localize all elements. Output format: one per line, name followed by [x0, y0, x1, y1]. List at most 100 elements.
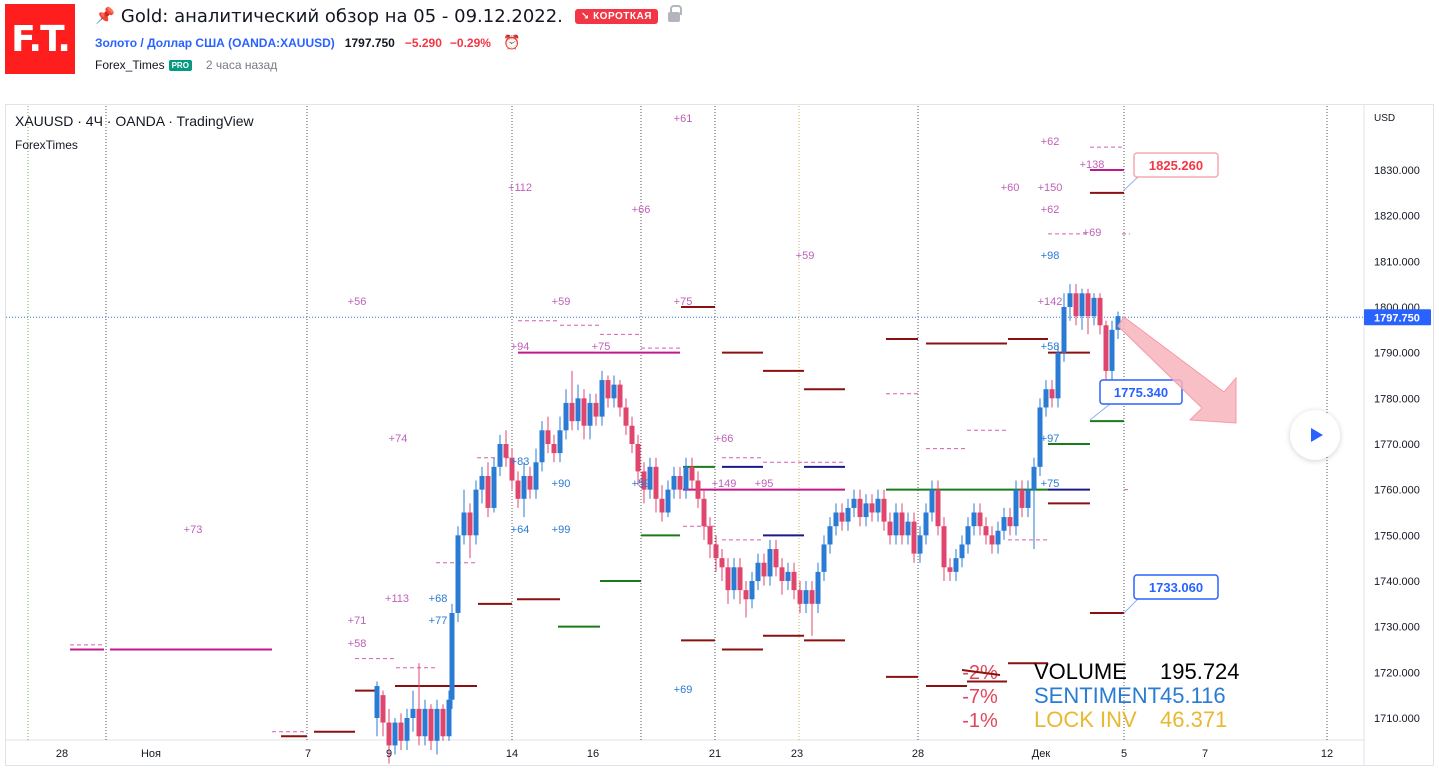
stat-label: SENTIMENT	[1034, 683, 1161, 708]
price-tick-label: 1780.000	[1374, 393, 1420, 405]
symbol-row: Золото / Доллар США (OANDA:XAUUSD) 1797.…	[95, 34, 520, 51]
annotation-label: +59	[632, 478, 651, 490]
candle-body	[737, 567, 743, 591]
candle-body	[965, 526, 971, 545]
candle-body	[695, 480, 701, 499]
annotation-label: +75	[674, 296, 693, 308]
annotation-label: +75	[1041, 478, 1060, 490]
candle-body	[755, 562, 761, 581]
annotation-label: +59	[552, 296, 571, 308]
candle-body	[380, 695, 386, 723]
symbol-change-pct: −0.29%	[449, 35, 491, 50]
annotation-label: +142	[1038, 296, 1063, 308]
candle-body	[1001, 517, 1007, 531]
candle-body	[797, 590, 803, 604]
price-tick-label: 1730.000	[1374, 622, 1420, 634]
time-tick-label: 5	[1121, 748, 1127, 760]
candle-body	[392, 722, 398, 746]
candle-body	[893, 512, 899, 536]
annotation-label: +94	[511, 341, 530, 353]
candle-body	[533, 462, 539, 490]
author-name[interactable]: Forex_Times	[95, 58, 165, 72]
time-tick-label: 28	[56, 748, 68, 760]
candle-body	[959, 544, 965, 559]
candle-body	[887, 521, 893, 536]
price-tick-label: 1760.000	[1374, 485, 1420, 497]
time-tick-label: 14	[506, 748, 518, 760]
current-price-label: 1797.750	[1374, 312, 1420, 324]
candle-body	[647, 466, 653, 490]
stat-value: 195.724	[1160, 659, 1240, 684]
annotation-label: +98	[1041, 250, 1060, 262]
candle-body	[707, 526, 713, 545]
annotation-label: +62	[1041, 136, 1060, 148]
candle-body	[422, 708, 428, 737]
candle-body	[1115, 316, 1121, 330]
candle-body	[809, 590, 815, 604]
author-logo[interactable]: F.T.	[5, 4, 75, 74]
candle-body	[767, 549, 773, 577]
candle-body	[521, 475, 527, 499]
callout-pointer	[1123, 176, 1139, 191]
annotation-label: +64	[511, 524, 530, 536]
candle-body	[749, 581, 755, 600]
candle-body	[545, 430, 551, 444]
candle-body	[449, 612, 455, 700]
chart-grid	[6, 105, 1365, 765]
candle-body	[503, 444, 509, 458]
symbol-link[interactable]: Золото / Доллар США (OANDA:XAUUSD)	[95, 35, 335, 50]
candle-body	[683, 466, 689, 490]
candle-body	[641, 471, 647, 490]
callout-pointer	[1123, 598, 1139, 614]
candle-body	[995, 530, 1001, 545]
candle-body	[815, 571, 821, 604]
candle-body	[557, 430, 563, 454]
play-button[interactable]	[1290, 410, 1340, 460]
candle-body	[410, 708, 416, 718]
candle-body	[491, 466, 497, 508]
candle-body	[1019, 489, 1025, 508]
time-tick-label: 7	[305, 748, 311, 760]
time-tick-label: 16	[587, 748, 599, 760]
candle-body	[881, 498, 887, 522]
time-tick-label: 21	[709, 748, 721, 760]
annotation-label: +99	[552, 524, 571, 536]
candle-body	[635, 444, 641, 472]
candle-body	[971, 512, 977, 527]
candle-body	[977, 512, 983, 527]
candle-body	[731, 567, 737, 591]
candle-body	[1025, 489, 1031, 508]
price-tick-label: 1830.000	[1374, 165, 1420, 177]
candle-body	[581, 398, 587, 426]
candle-body	[509, 457, 515, 481]
annotation-label: +83	[511, 456, 530, 468]
candle-body	[827, 526, 833, 545]
candle-body	[821, 544, 827, 572]
candle-body	[803, 590, 809, 604]
candle-body	[905, 521, 911, 536]
idea-header: F.T. 📌 Gold: аналитический обзор на 05 -…	[0, 0, 1439, 100]
annotation-label: +62	[1041, 204, 1060, 216]
annotation-label: +149	[712, 478, 737, 490]
pin-icon: 📌	[95, 8, 115, 25]
logo-text: F.T.	[11, 18, 71, 60]
candle-body	[611, 384, 617, 399]
candle-body	[515, 480, 521, 499]
candle-body	[1013, 489, 1019, 527]
candle-body	[575, 398, 581, 422]
candle-body	[701, 498, 707, 527]
alarm-clock-icon[interactable]: ⏰	[502, 34, 521, 50]
annotation-label: +60	[1001, 182, 1020, 194]
annotation-label: +66	[715, 433, 734, 445]
callout-price: 1775.340	[1114, 385, 1168, 400]
stat-value: 45.116	[1160, 683, 1226, 708]
annotation-label: +75	[592, 341, 611, 353]
time-tick-label: 23	[791, 748, 803, 760]
annotation-label: +59	[796, 250, 815, 262]
pro-badge: PRO	[168, 59, 192, 71]
chart-frame[interactable]	[5, 104, 1434, 766]
price-tick-label: 1820.000	[1374, 211, 1420, 223]
candle-body	[689, 466, 695, 481]
